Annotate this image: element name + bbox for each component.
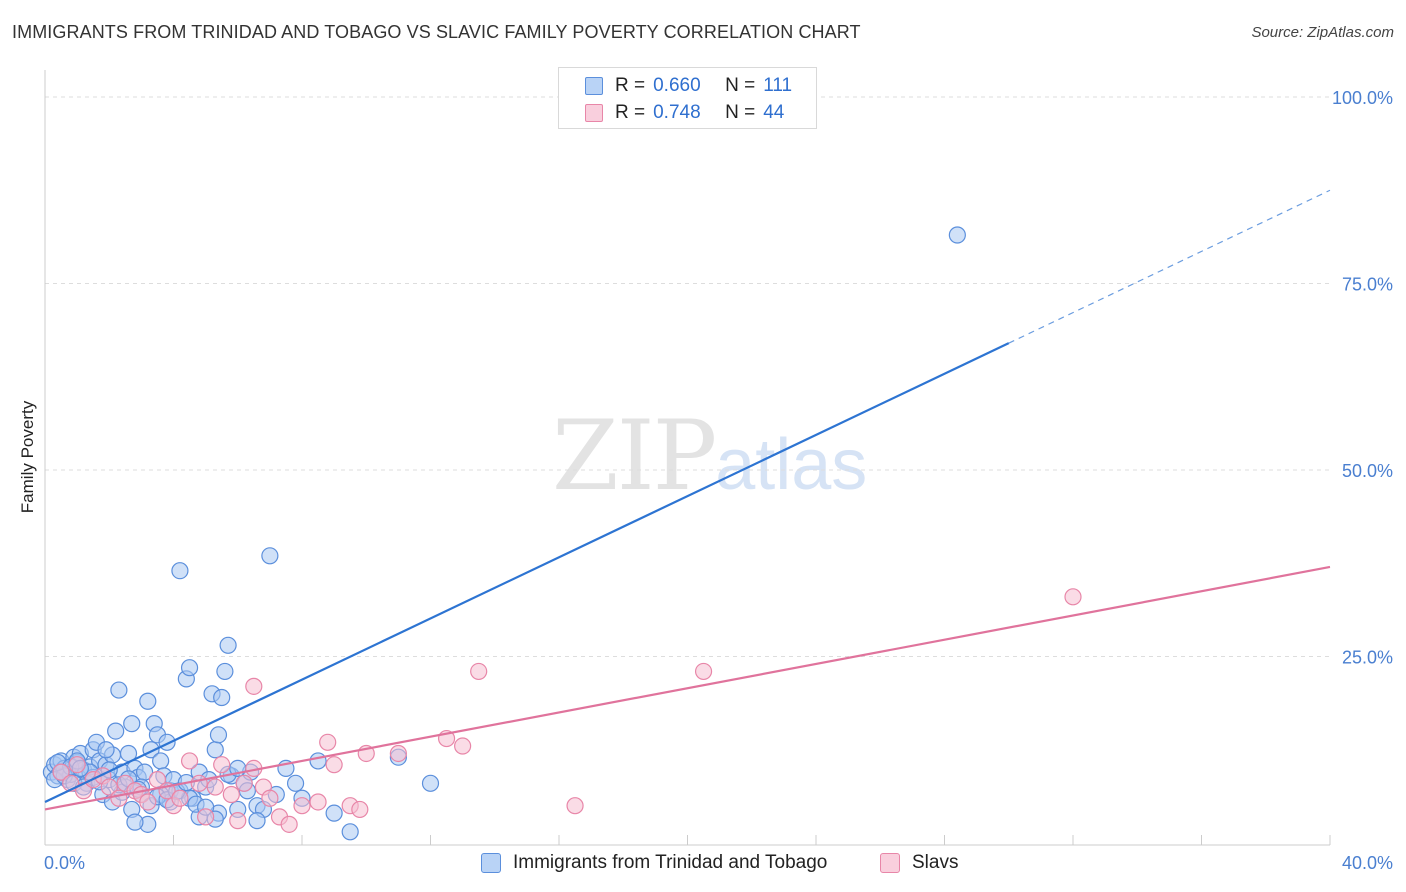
slavs-point	[1064, 588, 1082, 606]
y-tick-label: 25.0%	[1342, 648, 1393, 668]
slavs-point	[197, 808, 215, 826]
slavs-point	[694, 662, 713, 681]
trinidad-point	[209, 726, 228, 744]
trinidad-point	[325, 804, 343, 822]
legend-swatch-blue	[585, 77, 603, 95]
series-trinidad-points	[42, 226, 966, 841]
y-tick-label: 50.0%	[1342, 461, 1393, 481]
x-tick-label: 0.0%	[44, 853, 85, 873]
legend-n-label: N =	[725, 102, 756, 123]
trinidad-point	[139, 692, 157, 710]
slavs-point	[213, 756, 231, 774]
trinidad-point	[341, 823, 359, 841]
slavs-point	[190, 774, 208, 792]
legend-r-label: R =	[615, 75, 646, 96]
legend-n-value: 111	[763, 75, 793, 96]
trend-lines	[44, 189, 1331, 811]
bottom-legend: Immigrants from Trinidad and Tobago Slav…	[0, 852, 1406, 878]
slavs-point	[325, 756, 343, 774]
slavs-point	[180, 752, 199, 770]
slavs-point	[229, 812, 247, 830]
slavs-point	[389, 744, 407, 763]
slavs-point	[206, 778, 224, 796]
slavs-point	[319, 733, 337, 751]
source-label: Source: ZipAtlas.com	[1251, 24, 1394, 41]
trinidad-point	[421, 774, 440, 792]
trinidad-point	[286, 774, 305, 792]
trinidad-point	[107, 722, 125, 740]
slavs-point	[293, 797, 311, 815]
watermark-zip: ZIP	[552, 400, 717, 512]
trinidad-point	[248, 812, 266, 830]
trinidad-point	[213, 688, 231, 707]
y-axis-label: Family Poverty	[18, 400, 37, 514]
bottom-legend-trinidad-label: Immigrants from Trinidad and Tobago	[513, 852, 828, 873]
watermark-atlas: atlas	[715, 425, 868, 505]
legend-r-value: 0.660	[653, 75, 701, 96]
slavs-point	[235, 774, 253, 792]
chart-title: IMMIGRANTS FROM TRINIDAD AND TOBAGO VS S…	[12, 22, 861, 42]
trinidad-point	[948, 226, 966, 244]
bottom-legend-swatch-pink	[880, 853, 900, 873]
slavs-point	[222, 785, 240, 804]
legend-r-label: R =	[615, 102, 646, 123]
legend: R = 0.660 N = 111 R = 0.748 N = 44	[558, 67, 817, 129]
trinidad-point	[110, 681, 128, 699]
slavs-point	[245, 677, 263, 695]
grid	[45, 96, 1330, 657]
slavs-point	[261, 789, 279, 807]
slavs-point	[454, 737, 472, 755]
series-slavs-points	[52, 588, 1082, 833]
trinidad-point	[309, 752, 327, 770]
trinidad-point	[180, 659, 199, 677]
y-tick-label: 100.0%	[1332, 88, 1393, 108]
legend-swatch-pink	[585, 104, 603, 122]
legend-n-label: N =	[725, 75, 756, 96]
bottom-legend-slavs-label: Slavs	[912, 852, 959, 873]
slavs-point	[309, 793, 327, 811]
tick-labels: 25.0% 50.0% 75.0% 100.0% 0.0% 40.0%	[44, 88, 1393, 873]
slavs-point	[566, 797, 584, 815]
trinidad-point	[216, 662, 234, 681]
slavs-point	[280, 815, 298, 833]
bottom-legend-trinidad: Immigrants from Trinidad and Tobago	[481, 852, 827, 874]
trinidad-point	[152, 752, 170, 770]
slavs-trend-line	[44, 565, 1331, 811]
x-tick-label: 40.0%	[1342, 853, 1393, 873]
slavs-point	[351, 800, 369, 819]
legend-r-value: 0.748	[653, 102, 701, 123]
slavs-point	[52, 763, 70, 781]
trinidad-point	[171, 562, 189, 580]
slavs-point	[68, 756, 86, 774]
trinidad-point	[97, 741, 115, 759]
trinidad-point	[219, 636, 237, 654]
trinidad-point	[123, 715, 141, 733]
watermark: ZIPatlas	[552, 400, 867, 512]
trinidad-trend-extension	[1008, 189, 1331, 344]
trinidad-point	[261, 547, 279, 565]
bottom-legend-slavs: Slavs	[880, 852, 958, 874]
trinidad-point	[126, 813, 144, 831]
legend-n-value: 44	[763, 102, 785, 123]
legend-row-trinidad: R = 0.660 N = 111	[585, 73, 792, 99]
slavs-point	[171, 789, 189, 807]
slavs-point	[139, 793, 157, 811]
slavs-point	[470, 662, 488, 681]
legend-row-slavs: R = 0.748 N = 44	[585, 100, 784, 126]
trinidad-trend-line	[44, 342, 1010, 803]
y-tick-label: 75.0%	[1342, 275, 1393, 295]
axes	[44, 70, 1331, 846]
slavs-point	[110, 789, 128, 807]
bottom-legend-swatch-blue	[481, 853, 501, 873]
trinidad-point	[206, 741, 224, 759]
slavs-point	[100, 778, 118, 796]
